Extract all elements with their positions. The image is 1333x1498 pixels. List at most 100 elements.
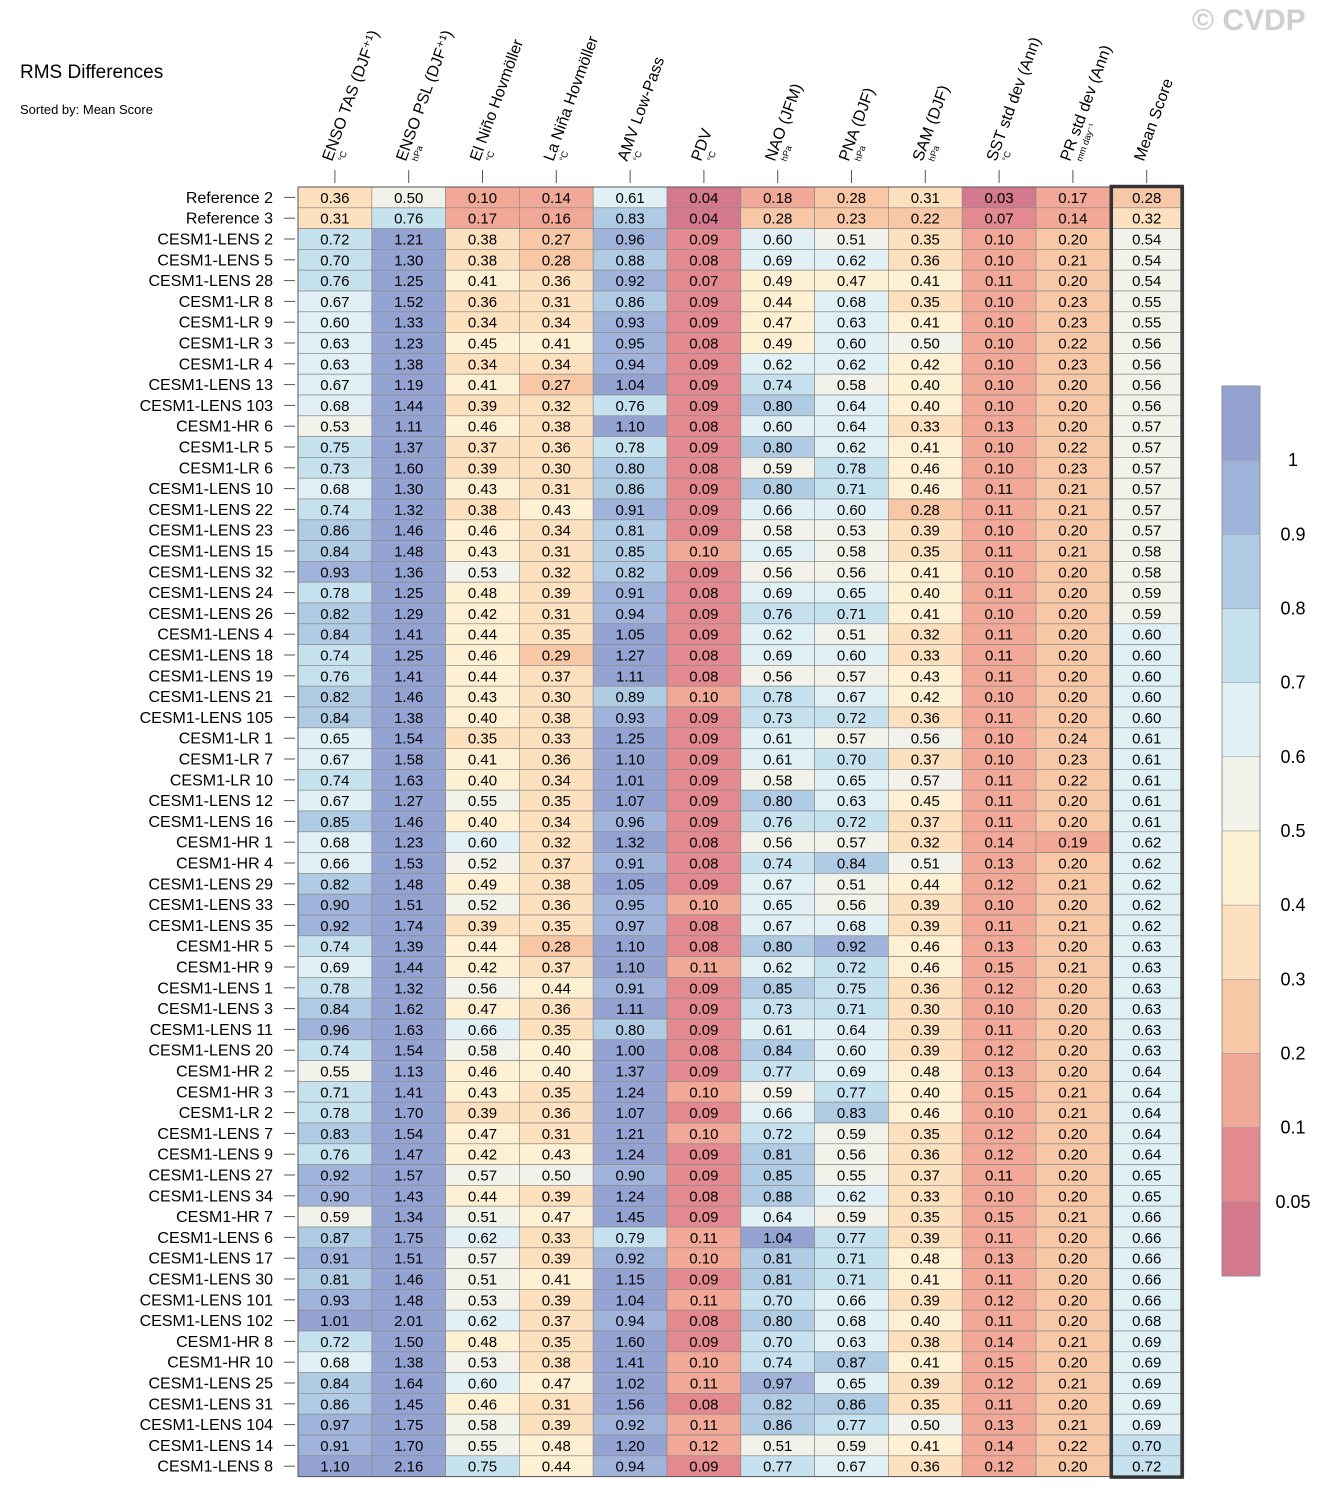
cell-value: 0.60	[468, 835, 497, 852]
cell-value: 1.56	[615, 1396, 644, 1413]
colorbar-label: 0.8	[1280, 599, 1305, 619]
cell-value: 0.88	[615, 252, 644, 269]
cell-value: 0.66	[1132, 1292, 1161, 1309]
cell-value: 0.36	[911, 980, 940, 997]
cell-value: 0.78	[320, 980, 349, 997]
cell-value: 0.70	[837, 752, 866, 769]
cell-value: 0.11	[690, 1230, 718, 1247]
cell-value: 0.29	[542, 648, 571, 665]
cell-value: 0.45	[468, 336, 497, 353]
cell-value: 0.66	[1132, 1272, 1161, 1289]
cell-value: 0.46	[911, 960, 940, 977]
cell-value: 0.33	[542, 731, 571, 748]
cell-value: 0.87	[837, 1355, 866, 1372]
cell-value: 0.76	[615, 398, 644, 415]
cell-value: 1.46	[394, 689, 423, 706]
cell-value: 0.32	[911, 835, 940, 852]
cell-value: 0.49	[763, 336, 792, 353]
cell-value: 0.39	[468, 1105, 497, 1122]
cell-value: 0.65	[763, 544, 792, 561]
cell-value: 0.55	[1132, 294, 1161, 311]
cell-value: 0.39	[911, 1022, 940, 1039]
cell-value: 0.92	[837, 939, 866, 956]
cell-value: 1.63	[394, 772, 423, 789]
cell-value: 0.53	[468, 564, 497, 581]
cell-value: 0.62	[1132, 897, 1161, 914]
column-label: ENSO PSL (DJF⁺¹)	[393, 28, 456, 163]
row-label: CESM1-LENS 12	[149, 793, 274, 810]
cell-value: 0.09	[689, 731, 718, 748]
cell-value: 0.08	[689, 252, 718, 269]
cell-value: 0.20	[1058, 1396, 1087, 1413]
cell-value: 0.66	[468, 1022, 497, 1039]
column-unit: °C	[484, 149, 497, 162]
cell-value: 0.57	[1132, 440, 1161, 457]
cell-value: 0.48	[542, 1438, 571, 1455]
cell-value: 0.28	[542, 252, 571, 269]
cell-value: 0.40	[911, 377, 940, 394]
cell-value: 0.35	[542, 918, 571, 935]
cell-value: 0.65	[1132, 1188, 1161, 1205]
cell-value: 0.61	[763, 731, 792, 748]
cell-value: 0.21	[1058, 918, 1087, 935]
cell-value: 0.63	[837, 1334, 866, 1351]
cell-value: 0.33	[911, 419, 940, 436]
cell-value: 1.05	[615, 876, 644, 893]
row-label: CESM1-LENS 19	[149, 668, 274, 685]
cell-value: 0.10	[984, 564, 1013, 581]
cell-value: 0.57	[837, 835, 866, 852]
cell-value: 1.45	[615, 1209, 644, 1226]
cell-value: 0.21	[1058, 1209, 1087, 1226]
cell-value: 0.11	[985, 1168, 1013, 1185]
cell-value: 0.20	[1058, 814, 1087, 831]
cell-value: 0.15	[984, 960, 1013, 977]
cell-value: 0.20	[1058, 1064, 1087, 1081]
colorbar-label: 0.6	[1280, 747, 1305, 767]
cell-value: 0.20	[1058, 1459, 1087, 1476]
cell-value: 0.09	[689, 1064, 718, 1081]
cell-value: 0.60	[320, 315, 349, 332]
cell-value: 0.21	[1058, 960, 1087, 977]
cell-value: 1.04	[615, 377, 644, 394]
cell-value: 0.09	[689, 710, 718, 727]
cell-value: 0.39	[542, 585, 571, 602]
cell-value: 0.84	[320, 710, 349, 727]
cell-value: 0.21	[1058, 252, 1087, 269]
cell-value: 0.09	[689, 627, 718, 644]
cell-value: 0.46	[468, 648, 497, 665]
cell-value: 1.54	[394, 1043, 423, 1060]
cell-value: 0.10	[984, 377, 1013, 394]
cell-value: 0.09	[689, 564, 718, 581]
cell-value: 0.12	[689, 1438, 718, 1455]
cell-value: 0.53	[320, 419, 349, 436]
cell-value: 0.89	[615, 689, 644, 706]
cell-value: 0.11	[985, 814, 1013, 831]
cell-value: 0.86	[320, 1396, 349, 1413]
row-label: CESM1-LENS 8	[157, 1459, 273, 1476]
cell-value: 0.16	[542, 211, 571, 228]
colorbar-label: 0.9	[1280, 524, 1305, 544]
cell-value: 1.07	[615, 793, 644, 810]
row-label: CESM1-HR 8	[176, 1334, 273, 1351]
cell-value: 0.60	[837, 336, 866, 353]
cell-value: 0.46	[911, 460, 940, 477]
row-label: CESM1-LR 1	[179, 731, 273, 748]
cell-value: 1.51	[394, 897, 423, 914]
cell-value: 0.41	[911, 440, 940, 457]
cell-value: 0.13	[984, 419, 1013, 436]
cell-value: 0.40	[468, 772, 497, 789]
cell-value: 0.69	[320, 960, 349, 977]
cell-value: 0.71	[837, 1251, 866, 1268]
cell-value: 0.46	[468, 1064, 497, 1081]
cell-value: 0.41	[911, 1272, 940, 1289]
cell-value: 0.70	[763, 1334, 792, 1351]
cell-value: 0.08	[689, 939, 718, 956]
cell-value: 0.34	[542, 814, 571, 831]
cell-value: 0.39	[468, 460, 497, 477]
cell-value: 0.32	[542, 835, 571, 852]
cell-value: 0.08	[689, 1188, 718, 1205]
cell-value: 1.33	[394, 315, 423, 332]
cell-value: 1.04	[763, 1230, 792, 1247]
cell-value: 0.32	[911, 627, 940, 644]
cell-value: 0.67	[320, 752, 349, 769]
